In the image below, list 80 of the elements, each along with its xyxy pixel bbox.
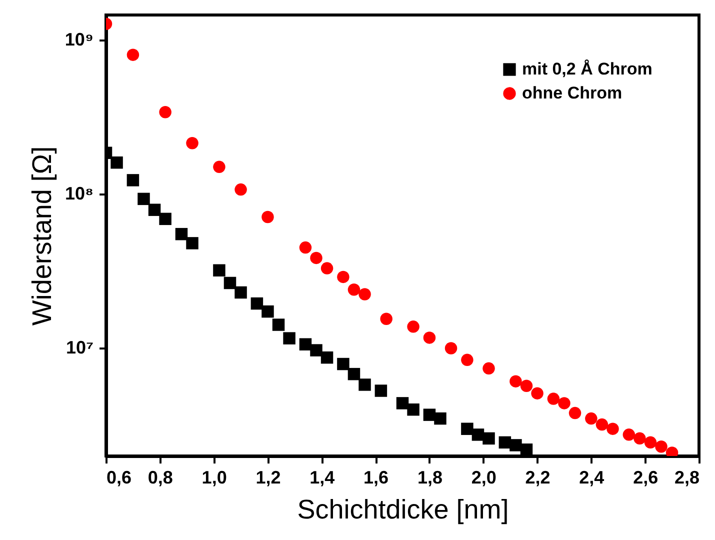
point [520, 443, 533, 456]
x-tick-label: 1,0 [202, 468, 227, 488]
point [380, 312, 392, 325]
point [138, 192, 150, 206]
point [148, 204, 161, 216]
x-tick-label: 1,4 [310, 468, 335, 488]
point [337, 358, 350, 370]
y-axis-title: Widerstand [Ω] [26, 146, 57, 326]
y-tick-label: 10⁸ [64, 184, 94, 204]
point [520, 380, 533, 392]
point [348, 368, 360, 380]
point [510, 375, 522, 388]
point [407, 320, 420, 333]
y-tick-label: 10⁷ [66, 338, 94, 358]
point [558, 397, 570, 410]
x-tick-label: 1,8 [417, 468, 442, 488]
point [434, 412, 446, 425]
point [596, 418, 608, 431]
x-tick-label: 2,6 [633, 468, 658, 488]
x-tick-label: 2,0 [471, 468, 496, 488]
point [472, 428, 484, 441]
legend-label: ohne Chrom [522, 84, 622, 102]
point [283, 332, 296, 344]
point [234, 183, 247, 196]
point [358, 288, 371, 300]
x-tick-label: 0,8 [148, 468, 173, 488]
point [606, 422, 619, 435]
point [310, 252, 322, 264]
point [224, 276, 236, 290]
point [423, 332, 436, 344]
point [262, 210, 274, 224]
point [175, 228, 188, 240]
point [644, 436, 657, 449]
point [423, 408, 436, 421]
point [461, 422, 474, 435]
point [407, 403, 420, 416]
point [159, 106, 172, 118]
point [186, 237, 198, 250]
point [547, 392, 560, 405]
point [110, 156, 123, 169]
point [482, 362, 495, 375]
x-tick-label: 0,6 [106, 468, 132, 488]
legend-label: mit 0,2 Å Chrom [522, 60, 652, 78]
point [299, 241, 312, 254]
point [622, 428, 636, 441]
point [444, 342, 458, 354]
point [461, 354, 474, 366]
point [510, 439, 522, 452]
point [310, 344, 322, 356]
point [186, 137, 198, 150]
y-tick-label: 10⁹ [64, 29, 94, 50]
x-tick-label: 1,6 [364, 468, 389, 488]
point [272, 318, 285, 331]
point [159, 212, 172, 226]
x-tick-label: 2,8 [674, 468, 700, 488]
point [585, 412, 598, 425]
point [348, 284, 360, 296]
point [358, 378, 371, 391]
point [655, 440, 668, 453]
point [299, 338, 312, 350]
point [262, 305, 274, 318]
point [213, 160, 226, 174]
point [213, 264, 226, 276]
point [234, 286, 247, 299]
point [337, 270, 350, 284]
x-axis-title: Schichtdicke [nm] [297, 494, 509, 524]
x-tick-label: 2,2 [525, 468, 550, 488]
point [126, 48, 140, 61]
x-tick-label: 2,4 [579, 468, 604, 488]
point [374, 384, 388, 397]
point [320, 262, 334, 274]
point [320, 351, 334, 364]
point [531, 387, 544, 400]
point [396, 397, 409, 410]
point [250, 297, 264, 310]
point [482, 432, 495, 445]
x-tick-label: 1,2 [256, 468, 281, 488]
point [634, 432, 646, 445]
point [568, 406, 582, 420]
point [126, 174, 140, 186]
